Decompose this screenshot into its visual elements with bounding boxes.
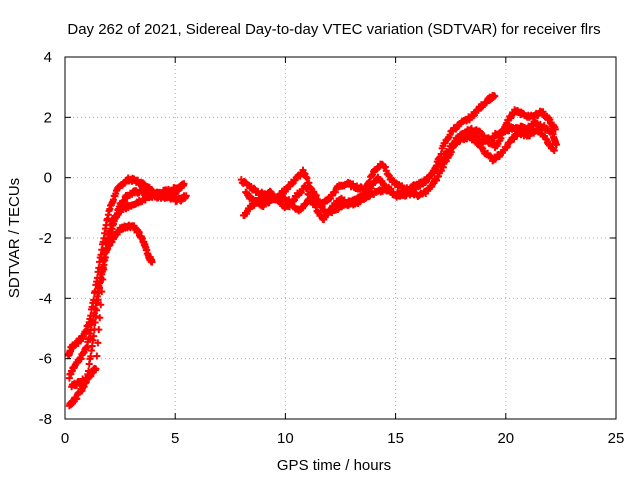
data-point <box>491 92 499 100</box>
data-point <box>91 318 99 326</box>
x-tick-label: 10 <box>277 430 294 447</box>
y-tick-label: 2 <box>44 109 52 126</box>
data-point <box>97 301 105 309</box>
data-point <box>93 352 101 360</box>
data-point <box>106 227 114 235</box>
data-point <box>90 332 98 340</box>
x-tick-label: 20 <box>497 430 514 447</box>
data-point <box>95 326 103 334</box>
series-track-4 <box>68 190 190 391</box>
data-point <box>180 180 188 188</box>
grid-lines <box>65 57 616 419</box>
data-point <box>148 258 156 266</box>
data-points <box>64 91 560 410</box>
x-tick-label: 15 <box>387 430 404 447</box>
data-point <box>94 339 102 347</box>
y-tick-label: 4 <box>44 49 52 66</box>
axis-ticks: 0 5 10 15 20 25 -8 -6 -4 -2 0 2 4 <box>39 49 625 447</box>
chart-title: Day 262 of 2021, Sidereal Day-to-day VTE… <box>67 21 600 38</box>
y-tick-label: -2 <box>39 230 52 247</box>
y-tick-label: -6 <box>39 351 52 368</box>
series-track-8 <box>458 106 559 151</box>
y-tick-label: -8 <box>39 411 52 428</box>
data-point <box>98 288 106 296</box>
x-axis-label: GPS time / hours <box>277 457 391 474</box>
data-point <box>93 306 101 314</box>
y-tick-label: 0 <box>44 170 52 187</box>
x-tick-label: 25 <box>608 430 625 447</box>
data-point <box>87 352 95 360</box>
series-track-7 <box>242 125 558 219</box>
y-axis-label: SDTVAR / TECUs <box>6 178 23 298</box>
data-point <box>182 192 190 200</box>
y-tick-label: -4 <box>39 290 52 307</box>
data-point <box>551 125 559 133</box>
data-point <box>96 284 104 292</box>
data-point <box>550 147 558 155</box>
data-point <box>92 312 100 320</box>
x-tick-label: 0 <box>61 430 69 447</box>
data-point <box>96 314 104 322</box>
data-point <box>94 296 102 304</box>
data-point <box>92 365 100 373</box>
data-point <box>99 275 107 283</box>
data-point <box>552 140 560 148</box>
x-tick-label: 5 <box>171 430 179 447</box>
data-point <box>100 265 108 273</box>
